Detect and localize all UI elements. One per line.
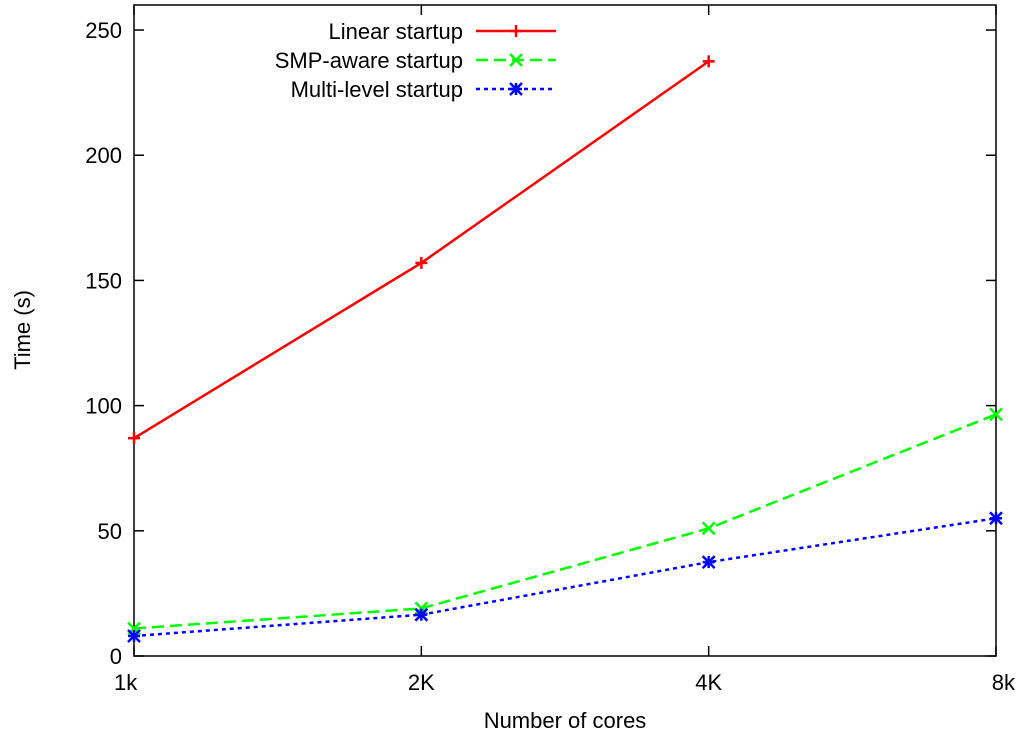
y-axis-title: Time (s) bbox=[10, 290, 35, 370]
series-line-2 bbox=[133, 517, 997, 638]
legend-marker bbox=[509, 82, 523, 96]
data-point bbox=[415, 256, 428, 269]
data-point bbox=[414, 607, 429, 622]
series-line-0 bbox=[133, 60, 710, 440]
legend-marker bbox=[510, 25, 522, 37]
data-point bbox=[989, 407, 1003, 422]
data-point bbox=[989, 511, 1003, 526]
plot-frame bbox=[133, 4, 997, 657]
y-tick-label: 150 bbox=[85, 268, 122, 293]
y-tick-label: 200 bbox=[85, 143, 122, 168]
legend-label: Linear startup bbox=[328, 19, 463, 44]
data-point bbox=[127, 629, 141, 643]
x-axis-title: Number of cores bbox=[484, 708, 647, 733]
y-tick-label: 100 bbox=[85, 394, 122, 419]
y-tick-label: 0 bbox=[110, 644, 122, 669]
x-tick-label: 2K bbox=[408, 670, 435, 695]
x-tick-label: 1k bbox=[114, 670, 138, 695]
legend-marker bbox=[509, 53, 523, 67]
series-line-1 bbox=[133, 413, 997, 630]
x-tick-label: 8k bbox=[992, 670, 1016, 695]
data-point bbox=[128, 432, 140, 445]
ticks-layer: 0 50 100 150 200 250 1k 2K 4K 8k bbox=[85, 5, 1016, 695]
series-layer bbox=[127, 55, 1003, 643]
legend-label: Multi-level startup bbox=[291, 77, 463, 102]
x-tick-label: 4K bbox=[695, 670, 722, 695]
y-tick-label: 50 bbox=[98, 519, 122, 544]
data-point bbox=[702, 55, 715, 68]
legend-label: SMP-aware startup bbox=[275, 48, 463, 73]
data-point bbox=[701, 555, 716, 569]
y-tick-label: 250 bbox=[85, 18, 122, 43]
data-point bbox=[701, 521, 716, 536]
legend: Linear startup SMP-aware startup Multi-lev… bbox=[275, 19, 556, 102]
